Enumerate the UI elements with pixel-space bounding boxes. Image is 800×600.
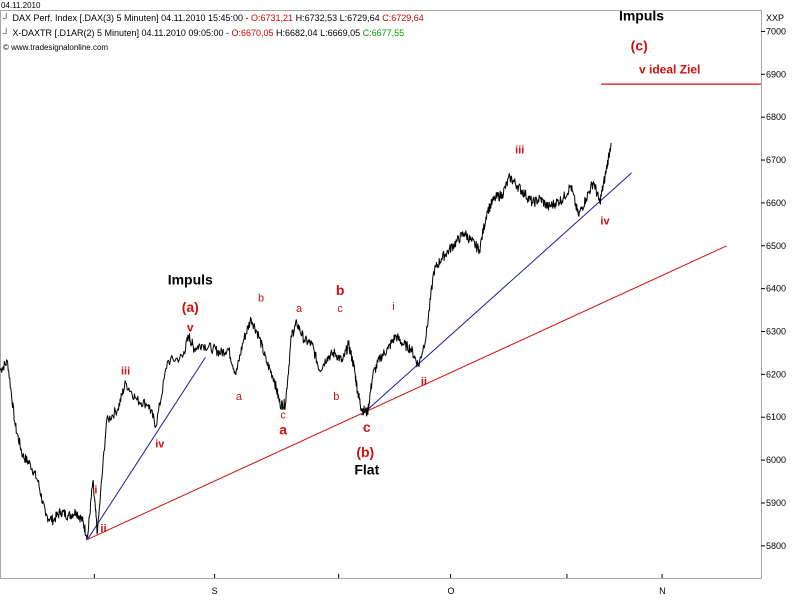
x-tick-label: N — [659, 586, 666, 596]
wave-label: v — [187, 321, 194, 335]
blue-trendline-1 — [87, 356, 206, 540]
xdax-low-value: L:6669,05 — [320, 28, 361, 38]
x-tick-label: O — [448, 586, 455, 596]
wave-annotations: Impuls(a)viiiiviiibacaabcbc(b)Flatiiiiii… — [94, 8, 700, 535]
dax-high-value: H:6732,53 — [295, 13, 338, 23]
y-tick-label: 5800 — [766, 541, 786, 551]
y-tick-label: 7000 — [766, 26, 786, 36]
wave-label: v ideal Ziel — [639, 62, 700, 76]
wave-label: b — [333, 391, 339, 403]
price-line — [0, 142, 612, 541]
wave-label: iii — [121, 365, 130, 377]
y-tick-label: 6100 — [766, 412, 786, 422]
blue-trendline-2 — [361, 172, 632, 416]
wave-label: b — [336, 282, 345, 298]
wave-label: i — [392, 301, 394, 313]
dax-open-value: O:6731,21 — [251, 13, 294, 23]
wave-label: iv — [155, 438, 165, 450]
y-tick-label: 6900 — [766, 69, 786, 79]
y-axis[interactable]: 5800 5900 6000 6100 6200 6300 6400 6500 6600 6700… — [761, 26, 786, 551]
y-axis-unit-label: XXP — [766, 13, 784, 23]
wave-label: Impuls — [168, 271, 213, 287]
header-date: 04.11.2010 — [1, 1, 41, 10]
y-tick-label: 6700 — [766, 155, 786, 165]
xdax-open-value: O:6670,05 — [231, 28, 274, 38]
dax-low-value: L:6729,64 — [339, 13, 380, 23]
wave-label: (c) — [631, 38, 648, 54]
y-tick-label: 6600 — [766, 198, 786, 208]
wave-label: (a) — [182, 299, 199, 315]
y-tick-label: 6400 — [766, 284, 786, 294]
y-tick-label: 6800 — [766, 112, 786, 122]
wave-label: a — [279, 421, 287, 437]
dax-series-name: DAX Perf. Index [.DAX(3) 5 Minuten] 04.1… — [12, 13, 251, 23]
wave-label: c — [363, 419, 371, 435]
header-line-dax: ┘ DAX Perf. Index [.DAX(3) 5 Minuten] 04… — [3, 13, 424, 24]
copyright-text: © www.tradesignalonline.com — [3, 43, 109, 52]
wave-label: a — [236, 391, 243, 403]
y-tick-label: 6300 — [766, 327, 786, 337]
wave-label: iv — [600, 215, 610, 227]
dax-close-value: C:6729,64 — [382, 13, 424, 23]
wave-label: Impuls — [619, 8, 664, 24]
price-series — [0, 142, 612, 541]
y-tick-label: 6500 — [766, 241, 786, 251]
wave-label: ii — [421, 376, 427, 388]
wave-label: ii — [100, 523, 106, 535]
xdax-close-value: C:6677,55 — [362, 28, 405, 38]
y-tick-label: 6200 — [766, 369, 786, 379]
xdax-series-name: X-DAXTR [.D1AR(2) 5 Minuten] 04.11.2010 … — [12, 28, 232, 38]
x-tick-label: S — [212, 586, 218, 596]
header-line-xdax: ┘ X-DAXTR [.D1AR(2) 5 Minuten] 04.11.201… — [3, 28, 404, 39]
series-symbol-icon: ┘ — [3, 13, 10, 23]
wave-label: iii — [515, 145, 524, 157]
wave-label: c — [280, 410, 286, 422]
y-tick-label: 5900 — [766, 498, 786, 508]
wave-label: i — [94, 485, 97, 497]
series-symbol-icon: ┘ — [3, 28, 10, 38]
wave-label: a — [296, 303, 303, 315]
wave-label: b — [258, 293, 264, 305]
wave-label: Flat — [354, 461, 379, 477]
y-tick-label: 6000 — [766, 455, 786, 465]
plot-frame — [0, 10, 762, 579]
red-trendline — [87, 245, 727, 540]
wave-label: c — [337, 303, 343, 315]
wave-label: (b) — [356, 444, 374, 460]
trendlines — [87, 83, 761, 540]
xdax-high-value: H:6682,04 — [276, 28, 318, 38]
